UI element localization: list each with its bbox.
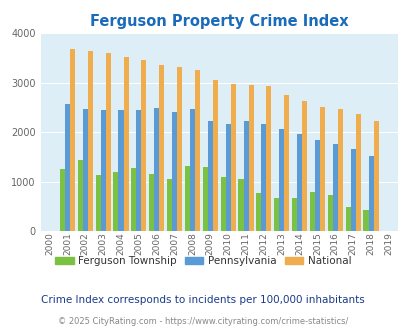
Bar: [248, 85, 253, 231]
Bar: [95, 175, 100, 231]
Bar: [105, 53, 111, 231]
Bar: [212, 80, 217, 231]
Bar: [100, 110, 105, 231]
Bar: [118, 110, 123, 231]
Bar: [184, 166, 190, 231]
Bar: [362, 210, 368, 231]
Bar: [220, 177, 225, 231]
Bar: [230, 84, 235, 231]
Title: Ferguson Property Crime Index: Ferguson Property Crime Index: [90, 14, 348, 29]
Bar: [136, 110, 141, 231]
Bar: [284, 95, 289, 231]
Bar: [327, 195, 332, 231]
Bar: [70, 50, 75, 231]
Bar: [266, 86, 271, 231]
Bar: [190, 109, 194, 231]
Bar: [172, 112, 177, 231]
Bar: [301, 101, 307, 231]
Bar: [261, 124, 266, 231]
Bar: [243, 121, 248, 231]
Bar: [123, 57, 128, 231]
Bar: [87, 51, 93, 231]
Bar: [296, 134, 301, 231]
Bar: [177, 67, 182, 231]
Bar: [77, 160, 83, 231]
Bar: [154, 108, 159, 231]
Bar: [355, 114, 360, 231]
Bar: [279, 129, 284, 231]
Bar: [345, 207, 350, 231]
Bar: [65, 104, 70, 231]
Bar: [319, 107, 324, 231]
Bar: [60, 169, 65, 231]
Bar: [194, 70, 200, 231]
Bar: [202, 167, 207, 231]
Bar: [368, 156, 373, 231]
Legend: Ferguson Township, Pennsylvania, National: Ferguson Township, Pennsylvania, Nationa…: [51, 252, 354, 270]
Bar: [225, 124, 230, 231]
Bar: [113, 172, 118, 231]
Text: Crime Index corresponds to incidents per 100,000 inhabitants: Crime Index corresponds to incidents per…: [41, 295, 364, 305]
Bar: [141, 60, 146, 231]
Bar: [273, 198, 279, 231]
Bar: [159, 65, 164, 231]
Bar: [207, 121, 212, 231]
Bar: [256, 193, 261, 231]
Bar: [238, 179, 243, 231]
Bar: [166, 179, 172, 231]
Bar: [291, 198, 296, 231]
Bar: [309, 192, 314, 231]
Bar: [337, 109, 342, 231]
Bar: [373, 121, 378, 231]
Bar: [83, 109, 87, 231]
Bar: [350, 149, 355, 231]
Bar: [314, 141, 319, 231]
Bar: [131, 168, 136, 231]
Bar: [149, 174, 154, 231]
Bar: [332, 144, 337, 231]
Text: © 2025 CityRating.com - https://www.cityrating.com/crime-statistics/: © 2025 CityRating.com - https://www.city…: [58, 317, 347, 326]
